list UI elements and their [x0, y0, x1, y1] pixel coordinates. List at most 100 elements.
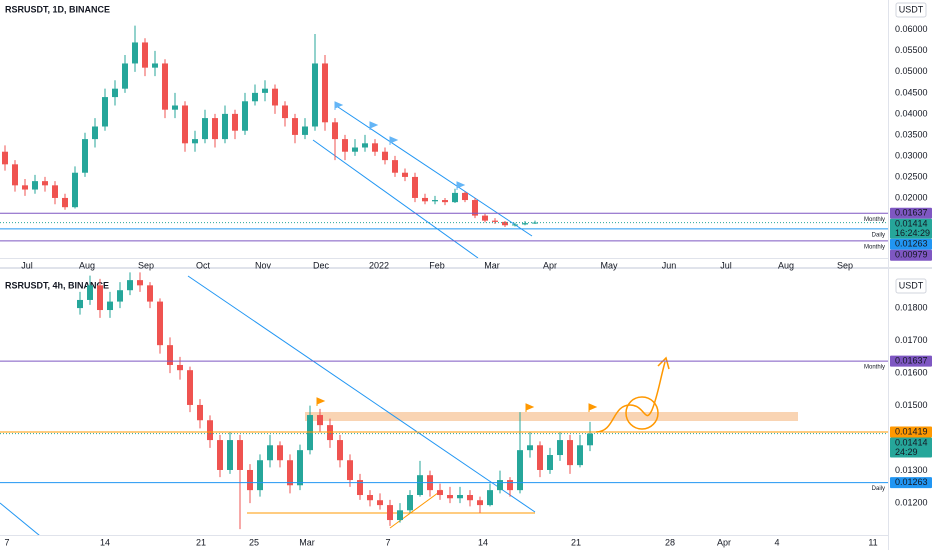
- level-name: Monthly: [864, 217, 885, 223]
- candle-body: [462, 192, 468, 201]
- candle-body: [437, 490, 443, 496]
- candle-body: [157, 301, 163, 346]
- x-tick-label: 14: [100, 537, 110, 547]
- candle-body: [282, 105, 288, 119]
- candle-body: [527, 445, 533, 451]
- candle-body: [482, 215, 488, 221]
- candle-body: [257, 460, 263, 491]
- candle-body: [397, 510, 403, 521]
- level-name: Monthly: [864, 244, 885, 250]
- candle-body: [272, 88, 278, 106]
- candle-body: [477, 500, 483, 506]
- y-tick-label: 0.05500: [895, 45, 928, 55]
- candle-body: [557, 440, 563, 456]
- candle-body: [377, 500, 383, 506]
- candle-body: [567, 440, 573, 466]
- price-label: 0.01263: [895, 477, 928, 487]
- candle-body: [217, 440, 223, 470]
- price-label: 0.01414: [895, 437, 928, 447]
- y-tick-label: 0.01700: [895, 335, 928, 345]
- candle-body: [97, 285, 103, 311]
- x-tick-label: 11: [868, 537, 877, 547]
- candle-body: [127, 280, 133, 291]
- candle-body: [507, 480, 513, 491]
- candle-body: [457, 495, 463, 499]
- candle-body: [107, 301, 113, 311]
- candle-body: [472, 200, 478, 216]
- trend-line: [0, 502, 40, 535]
- candle-body: [137, 280, 143, 286]
- candle-body: [497, 480, 503, 491]
- candle-body: [402, 172, 408, 177]
- x-tick-label: 7: [4, 537, 9, 547]
- candle-body: [262, 88, 268, 93]
- x-tick-label: Sep: [837, 260, 853, 270]
- candle-body: [102, 97, 108, 127]
- y-tick-label: 0.01500: [895, 400, 928, 410]
- x-tick-label: Jul: [21, 260, 33, 270]
- candle-body: [392, 160, 398, 173]
- x-tick-label: 21: [196, 537, 206, 547]
- target-circle: [625, 396, 659, 430]
- price-label-box: [890, 437, 932, 458]
- x-tick-label: Mar: [484, 260, 500, 270]
- candle-body: [342, 139, 348, 152]
- price-label: 0.01414: [895, 219, 928, 229]
- candle-body: [332, 122, 338, 140]
- candle-body: [512, 224, 518, 226]
- x-tick-label: 4: [774, 537, 779, 547]
- flag: [369, 121, 379, 130]
- drawings-bottom: [0, 275, 798, 535]
- candle-body: [77, 299, 83, 309]
- candle-body: [132, 42, 138, 64]
- candle-body: [147, 285, 153, 302]
- candle-body: [197, 404, 203, 421]
- candle-body: [442, 200, 448, 203]
- price-label-box: [890, 355, 932, 367]
- candle-body: [227, 440, 233, 470]
- candle-body: [252, 92, 258, 102]
- candle-body: [302, 126, 308, 135]
- countdown-label: 24:29: [895, 447, 918, 457]
- x-tick-label: Dec: [313, 260, 330, 270]
- candle-body: [547, 455, 553, 470]
- currency-label: USDT: [899, 4, 924, 14]
- candle-body: [287, 460, 293, 486]
- candle-body: [232, 113, 238, 131]
- x-tick-label: May: [600, 260, 618, 270]
- candle-body: [117, 290, 123, 302]
- price-label: 0.01637: [895, 355, 928, 365]
- y-tick-label: 0.02500: [895, 171, 928, 181]
- candle-body: [267, 445, 273, 461]
- candle-body: [87, 285, 93, 300]
- flag: [525, 403, 535, 412]
- price-label: 0.01419: [895, 426, 928, 436]
- candle-body: [182, 105, 188, 144]
- currency-label: USDT: [899, 280, 924, 290]
- candle-body: [207, 420, 213, 441]
- chart-title: RSRUSDT, 4h, BINANCE: [5, 280, 109, 290]
- resistance-zone: [305, 412, 798, 421]
- flag: [456, 181, 466, 190]
- y-tick-label: 0.01200: [895, 498, 928, 508]
- x-tick-label: 7: [385, 537, 390, 547]
- candle-body: [307, 415, 313, 451]
- candle-body: [187, 370, 193, 405]
- candle-body: [337, 440, 343, 461]
- flag-icons: [334, 101, 466, 190]
- candle-body: [42, 181, 48, 186]
- y-tick-label: 0.06000: [895, 24, 928, 34]
- channel-line: [312, 139, 479, 258]
- x-tick-label: Nov: [255, 260, 272, 270]
- candle-body: [172, 105, 178, 110]
- y-tick-label: 0.01300: [895, 465, 928, 475]
- candle-body: [467, 495, 473, 501]
- currency-box: [895, 278, 927, 294]
- candle-body: [152, 63, 158, 68]
- y-tick-label: 0.04000: [895, 108, 928, 118]
- y-tick-label: 0.05000: [895, 66, 928, 76]
- candle-body: [167, 345, 173, 365]
